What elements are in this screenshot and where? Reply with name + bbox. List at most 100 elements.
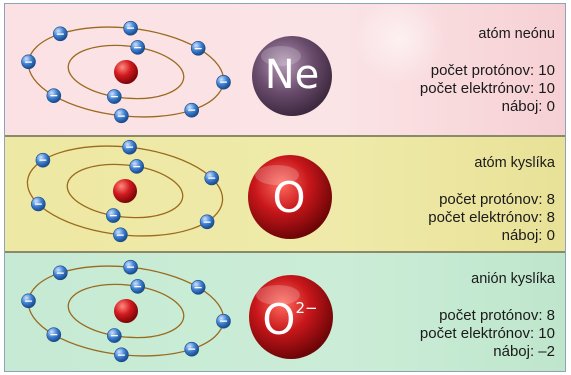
charge: náboj: 0 xyxy=(501,98,555,115)
electron-shell: − − − − − − − − xyxy=(30,139,219,243)
svg-text:−: − xyxy=(24,294,33,307)
svg-text:−: − xyxy=(38,154,47,167)
oxygen-atom-panel: − − − − − − − − O atóm kyslíka počet protónov: … xyxy=(5,137,565,251)
symbol-text: Ne xyxy=(264,52,320,98)
svg-text:−: − xyxy=(110,329,119,342)
electron: − xyxy=(184,102,199,118)
electron: − xyxy=(130,40,145,55)
electron: − xyxy=(52,265,68,281)
sphere-highlight xyxy=(255,165,299,185)
svg-text:−: − xyxy=(133,41,142,54)
charge-superscript: 2− xyxy=(295,299,318,317)
electron: − xyxy=(35,152,51,168)
electron: − xyxy=(113,227,128,243)
electron: − xyxy=(199,214,215,230)
panel-title: anión kyslíka xyxy=(471,271,555,287)
panel-title: atóm kyslíka xyxy=(474,155,555,171)
electron: − xyxy=(107,328,122,343)
svg-text:−: − xyxy=(194,281,203,294)
svg-text:−: − xyxy=(56,266,65,279)
svg-text:−: − xyxy=(187,104,196,117)
proton-count: počet protónov: 10 xyxy=(430,62,555,79)
svg-text:−: − xyxy=(133,280,142,293)
electron-count: počet elektrónov: 10 xyxy=(419,325,555,342)
oxygen-anion-panel: − − − − − − − − − − O2− anión kyslíka počet protó… xyxy=(5,253,565,371)
nucleus xyxy=(113,179,137,203)
electron: − xyxy=(216,313,231,329)
element-symbol: O xyxy=(249,173,329,222)
svg-text:−: − xyxy=(116,228,125,241)
electron: − xyxy=(52,26,68,42)
electron: − xyxy=(123,20,138,36)
orbit xyxy=(66,163,184,219)
svg-text:−: − xyxy=(117,348,126,361)
svg-text:−: − xyxy=(194,42,203,55)
electron-shell: − − − − − − − − − − xyxy=(21,259,231,363)
svg-text:−: − xyxy=(24,55,33,68)
svg-text:−: − xyxy=(187,343,196,356)
panel-divider xyxy=(5,135,565,137)
electron: − xyxy=(21,293,36,309)
panel-title: atóm neónu xyxy=(478,26,555,42)
element-symbol: Ne xyxy=(252,52,332,98)
neon-atom-drawing: − − − − − − − − − − xyxy=(21,4,445,124)
neon-info: atóm neónu počet protónov: 10 počet elek… xyxy=(420,26,555,116)
electron: − xyxy=(122,139,137,155)
electron: − xyxy=(130,279,145,294)
electron: − xyxy=(129,159,144,174)
svg-text:−: − xyxy=(110,90,119,103)
svg-text:−: − xyxy=(202,215,211,228)
symbol-text: O xyxy=(272,173,306,222)
electron: − xyxy=(21,54,36,70)
svg-text:−: − xyxy=(34,198,43,211)
svg-text:−: − xyxy=(219,315,228,328)
electron: − xyxy=(216,74,231,90)
oxygen-info: atóm kyslíka počet protónov: 8 počet ele… xyxy=(428,155,555,245)
symbol-text: O xyxy=(262,295,296,344)
electron: − xyxy=(46,88,62,103)
svg-text:−: − xyxy=(126,261,135,274)
oxygen-atom-drawing: − − − − − − − − xyxy=(26,139,332,243)
neon-atom-panel: − − − − − − − − − − Ne atóm neónu počet protónov:… xyxy=(5,4,565,135)
electron: − xyxy=(46,327,62,342)
electron: − xyxy=(114,108,129,124)
electron: − xyxy=(30,196,46,212)
proton-count: počet protónov: 8 xyxy=(439,307,555,324)
svg-text:−: − xyxy=(56,27,65,40)
electron: − xyxy=(106,208,121,223)
svg-text:−: − xyxy=(132,160,141,173)
electron-count: počet elektrónov: 10 xyxy=(419,80,555,97)
svg-text:−: − xyxy=(207,172,216,185)
electron-count: počet elektrónov: 8 xyxy=(428,209,555,226)
svg-text:−: − xyxy=(109,209,118,222)
svg-text:−: − xyxy=(117,109,126,122)
svg-text:−: − xyxy=(219,76,228,89)
electron: − xyxy=(107,89,122,104)
electron: − xyxy=(114,347,129,363)
neon-sphere xyxy=(252,36,332,116)
glow-decoration xyxy=(355,4,445,84)
oxygen-anion-drawing: − − − − − − − − − − xyxy=(21,259,333,363)
electron: − xyxy=(184,341,199,357)
sphere-highlight xyxy=(261,46,301,66)
electron-shell: − − − − − − − − − − xyxy=(21,20,231,124)
electron: − xyxy=(123,259,138,275)
charge: náboj: –2 xyxy=(493,343,555,360)
electron: − xyxy=(190,40,206,56)
nucleus xyxy=(114,299,138,323)
anion-info: anión kyslíka počet protónov: 8 počet el… xyxy=(420,271,555,361)
panel-divider xyxy=(5,251,565,253)
oxygen-sphere xyxy=(249,275,333,359)
orbit xyxy=(67,283,185,339)
svg-text:−: − xyxy=(126,22,135,35)
orbit xyxy=(67,44,185,100)
proton-count: počet protónov: 8 xyxy=(439,191,555,208)
sphere-highlight xyxy=(256,285,300,305)
element-symbol: O2− xyxy=(245,295,335,344)
svg-text:−: − xyxy=(49,89,58,102)
svg-text:−: − xyxy=(125,141,134,154)
atom-comparison-figure: − − − − − − − − − − Ne atóm neónu počet protónov:… xyxy=(4,3,566,372)
svg-text:−: − xyxy=(49,328,58,341)
charge: náboj: 0 xyxy=(501,227,555,244)
electron: − xyxy=(190,279,206,295)
